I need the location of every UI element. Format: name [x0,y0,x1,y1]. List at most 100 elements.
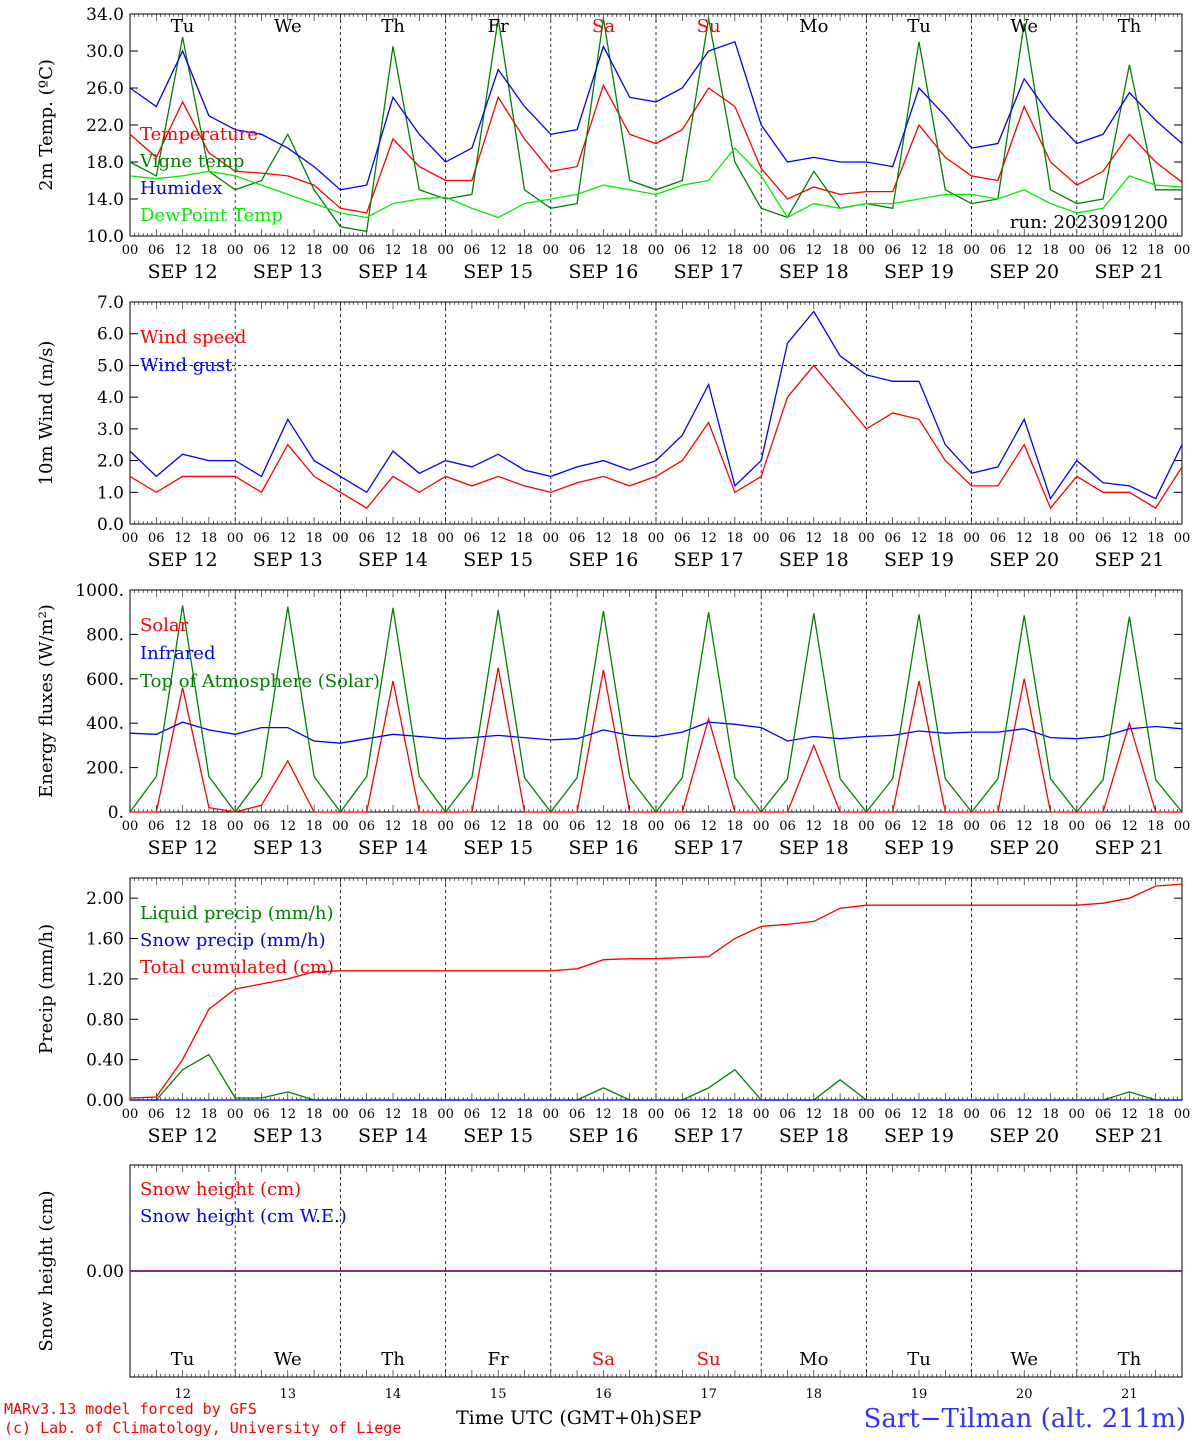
y-tick-label: 30.0 [86,42,124,62]
y-tick-label: 0.00 [86,1262,124,1282]
hour-tick-label: 12 [911,819,928,834]
hour-tick-label: 06 [464,1107,481,1122]
hour-tick-label: 00 [648,243,665,258]
hour-tick-label: 12 [174,1107,191,1122]
hour-tick-label: 00 [437,1107,454,1122]
hour-tick-label: 18 [621,1107,638,1122]
hour-tick-label: 00 [753,531,770,546]
hour-tick-label: 12 [280,1107,297,1122]
legend-solar: Solar [140,615,189,636]
hour-tick-label: 00 [858,819,875,834]
model-credit-line2: (c) Lab. of Climatology, University of L… [4,1419,402,1437]
y-tick-label: 18.0 [86,153,124,173]
legend-snow-height-cm-w-e: Snow height (cm W.E.) [140,1206,347,1227]
y-tick-label: 3.0 [97,420,124,440]
hour-tick-label: 18 [516,819,533,834]
date-label: SEP 16 [568,549,638,571]
day-abbr: Th [381,16,405,37]
hour-tick-label: 12 [280,819,297,834]
series-line-temperature [129,83,1183,214]
hour-tick-label: 00 [332,819,349,834]
day-abbr: Th [1118,1349,1142,1370]
hour-tick-label: 06 [253,531,270,546]
hour-tick-label: 12 [174,243,191,258]
hour-tick-label: 12 [385,819,402,834]
hour-tick-label: 06 [358,1107,375,1122]
legend-vigne-temp: Vigne temp [139,151,244,172]
hour-tick-label: 06 [1095,531,1112,546]
series-line-infrared [129,721,1183,744]
station-title: Sart−Tilman (alt. 211m) [863,1404,1186,1434]
y-tick-label: 0. [108,803,124,823]
hour-tick-label: 06 [253,819,270,834]
hour-tick-label: 06 [358,819,375,834]
hour-tick-label: 00 [122,531,139,546]
hour-tick-label: 06 [674,1107,691,1122]
day-number-label: 13 [280,1387,297,1402]
hour-tick-label: 12 [385,531,402,546]
day-abbr: Su [697,1349,721,1370]
legend-temperature: Temperature [140,124,258,145]
hour-tick-label: 00 [753,1107,770,1122]
hour-tick-label: 12 [595,243,612,258]
date-label: SEP 21 [1094,261,1164,283]
hour-tick-label: 00 [543,243,560,258]
hour-tick-label: 12 [174,531,191,546]
day-number-label: 14 [385,1387,402,1402]
date-label: SEP 19 [884,837,954,859]
hour-tick-label: 12 [1121,243,1138,258]
hour-tick-label: 12 [490,819,507,834]
y-tick-label: 34.0 [86,5,124,25]
y-tick-label: 1.20 [86,970,124,990]
date-label: SEP 18 [779,549,849,571]
date-label: SEP 16 [568,837,638,859]
day-abbr: Tu [171,1349,195,1370]
series-line-dewpoint-temp [129,147,1183,219]
day-number-label: 12 [174,1387,191,1402]
hour-tick-label: 00 [122,819,139,834]
legend-infrared: Infrared [140,643,215,664]
hour-tick-label: 12 [1016,531,1033,546]
y-tick-label: 0.00 [86,1091,124,1111]
hour-tick-label: 12 [385,243,402,258]
hour-tick-label: 06 [358,531,375,546]
day-abbr: Su [697,16,721,37]
series-line-wind-gust [129,310,1183,501]
day-abbr: We [1010,16,1038,37]
y-tick-label: 1000. [75,581,124,601]
hour-tick-label: 18 [516,243,533,258]
y-tick-label: 5.0 [97,356,124,376]
hour-tick-label: 18 [1147,1107,1164,1122]
date-label: SEP 20 [989,261,1059,283]
hour-tick-label: 12 [806,819,823,834]
hour-tick-label: 06 [253,1107,270,1122]
hour-tick-label: 00 [963,819,980,834]
hour-tick-label: 06 [1095,243,1112,258]
day-abbr: Th [1118,16,1142,37]
hour-tick-label: 18 [306,819,323,834]
hour-tick-label: 18 [621,531,638,546]
date-label: SEP 18 [779,837,849,859]
y-tick-label: 6.0 [97,325,124,345]
legend-wind-speed: Wind speed [140,327,246,348]
legend-snow-height-cm: Snow height (cm) [140,1179,301,1200]
y-tick-label: 10.0 [86,227,124,247]
y-tick-label: 2.0 [97,452,124,472]
legend-wind-gust: Wind gust [140,355,233,376]
hour-tick-label: 12 [490,243,507,258]
day-abbr: Tu [171,16,195,37]
hour-tick-label: 06 [990,1107,1007,1122]
series-line-vigne-temp [129,18,1182,233]
day-abbr: Tu [907,16,931,37]
hour-tick-label: 12 [806,243,823,258]
hour-tick-label: 18 [306,243,323,258]
hour-tick-label: 00 [753,243,770,258]
y-tick-label: 0.80 [86,1010,124,1030]
hour-tick-label: 12 [1121,1107,1138,1122]
hour-tick-label: 18 [201,531,218,546]
y-tick-label: 600. [86,670,124,690]
hour-tick-label: 12 [280,243,297,258]
hour-tick-label: 06 [884,531,901,546]
hour-tick-label: 06 [148,819,165,834]
hour-tick-label: 18 [201,819,218,834]
